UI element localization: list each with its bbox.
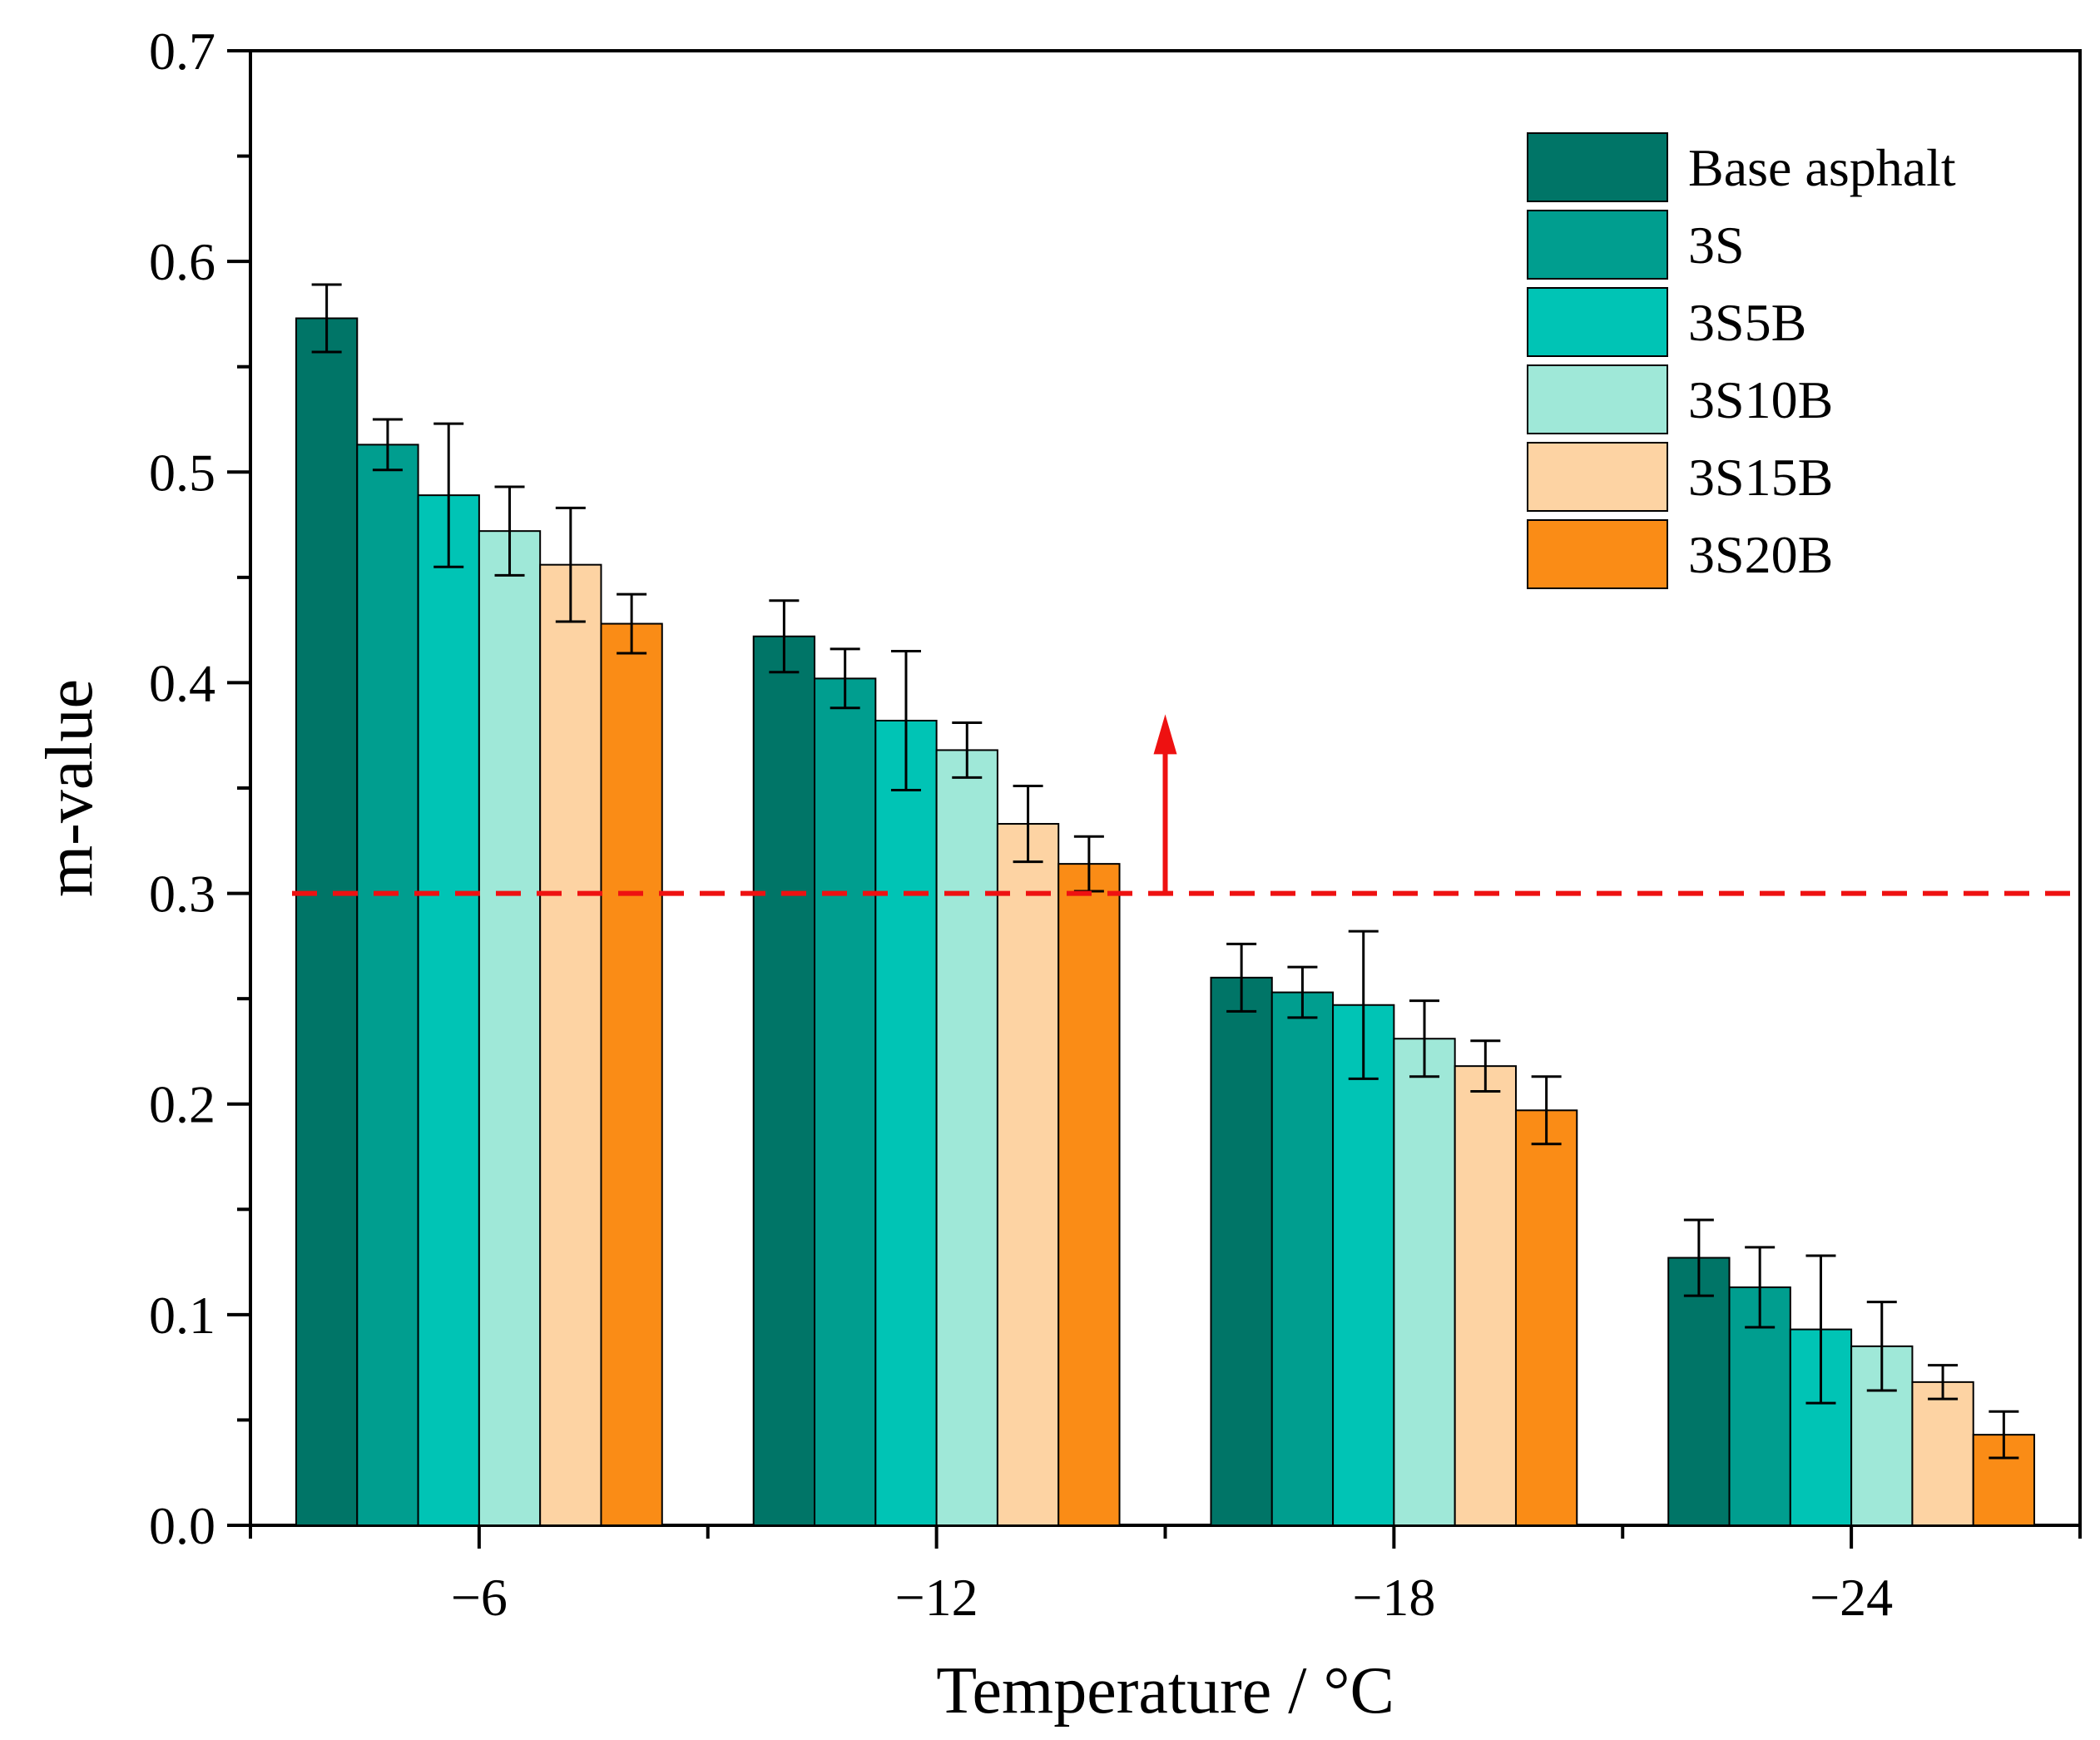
bar	[539, 563, 602, 1526]
legend-label: 3S20B	[1688, 525, 1833, 584]
bar	[356, 444, 419, 1526]
bar	[1270, 991, 1335, 1526]
bar	[1667, 1257, 1731, 1526]
legend-label: 3S	[1688, 216, 1745, 275]
bars-layer	[295, 317, 2036, 1527]
legend-label: 3S10B	[1688, 370, 1833, 429]
bar	[1514, 1109, 1578, 1527]
reference-layer	[292, 714, 2080, 896]
legend-swatch	[1527, 210, 1668, 280]
y-tick-label: 0.7	[149, 22, 215, 81]
bar	[874, 719, 938, 1526]
bar	[600, 622, 663, 1526]
legend-swatch	[1527, 519, 1668, 589]
bar	[1057, 863, 1121, 1527]
legend: Base asphalt 3S 3S5B 3S10B 3S15B 3S20B	[1527, 132, 1956, 589]
legend-swatch	[1527, 442, 1668, 512]
y-tick-label: 0.5	[149, 443, 215, 502]
x-tick-label: −18	[1352, 1568, 1435, 1627]
legend-swatch	[1527, 287, 1668, 357]
bar	[478, 530, 542, 1526]
legend-label: 3S15B	[1688, 448, 1833, 507]
y-tick-label: 0.2	[149, 1075, 215, 1134]
bar	[935, 749, 998, 1526]
y-tick-label: 0.3	[149, 865, 215, 924]
y-tick-label: 0.0	[149, 1496, 215, 1555]
ticks-layer: 0.0 0.1 0.2 0.3 0.4 0.5 0.6 0.7 −6 −12 −18 −24	[149, 22, 2082, 1627]
x-axis-title: Temperature / °C	[936, 1654, 1394, 1728]
bar	[295, 317, 359, 1526]
legend-label: Base asphalt	[1688, 138, 1956, 197]
x-tick-label: −12	[895, 1568, 978, 1627]
x-tick-label: −24	[1810, 1568, 1893, 1627]
arrow-head	[1153, 714, 1177, 755]
y-tick-label: 0.6	[149, 232, 215, 291]
bar	[814, 677, 877, 1526]
legend-swatch	[1527, 132, 1668, 202]
bar	[996, 823, 1060, 1526]
error-bars-layer	[311, 283, 2019, 1460]
y-tick-label: 0.1	[149, 1286, 215, 1345]
bar	[1332, 1004, 1395, 1527]
x-tick-label: −6	[451, 1568, 508, 1627]
y-axis-title: m-value	[33, 679, 106, 897]
y-tick-label: 0.4	[149, 653, 215, 712]
bar	[1454, 1065, 1517, 1526]
legend-swatch	[1527, 364, 1668, 434]
bar	[1911, 1381, 1974, 1527]
legend-label: 3S5B	[1688, 293, 1806, 352]
bar	[752, 635, 816, 1526]
bar	[417, 494, 480, 1526]
bar	[1393, 1038, 1456, 1526]
bar	[1210, 976, 1273, 1527]
